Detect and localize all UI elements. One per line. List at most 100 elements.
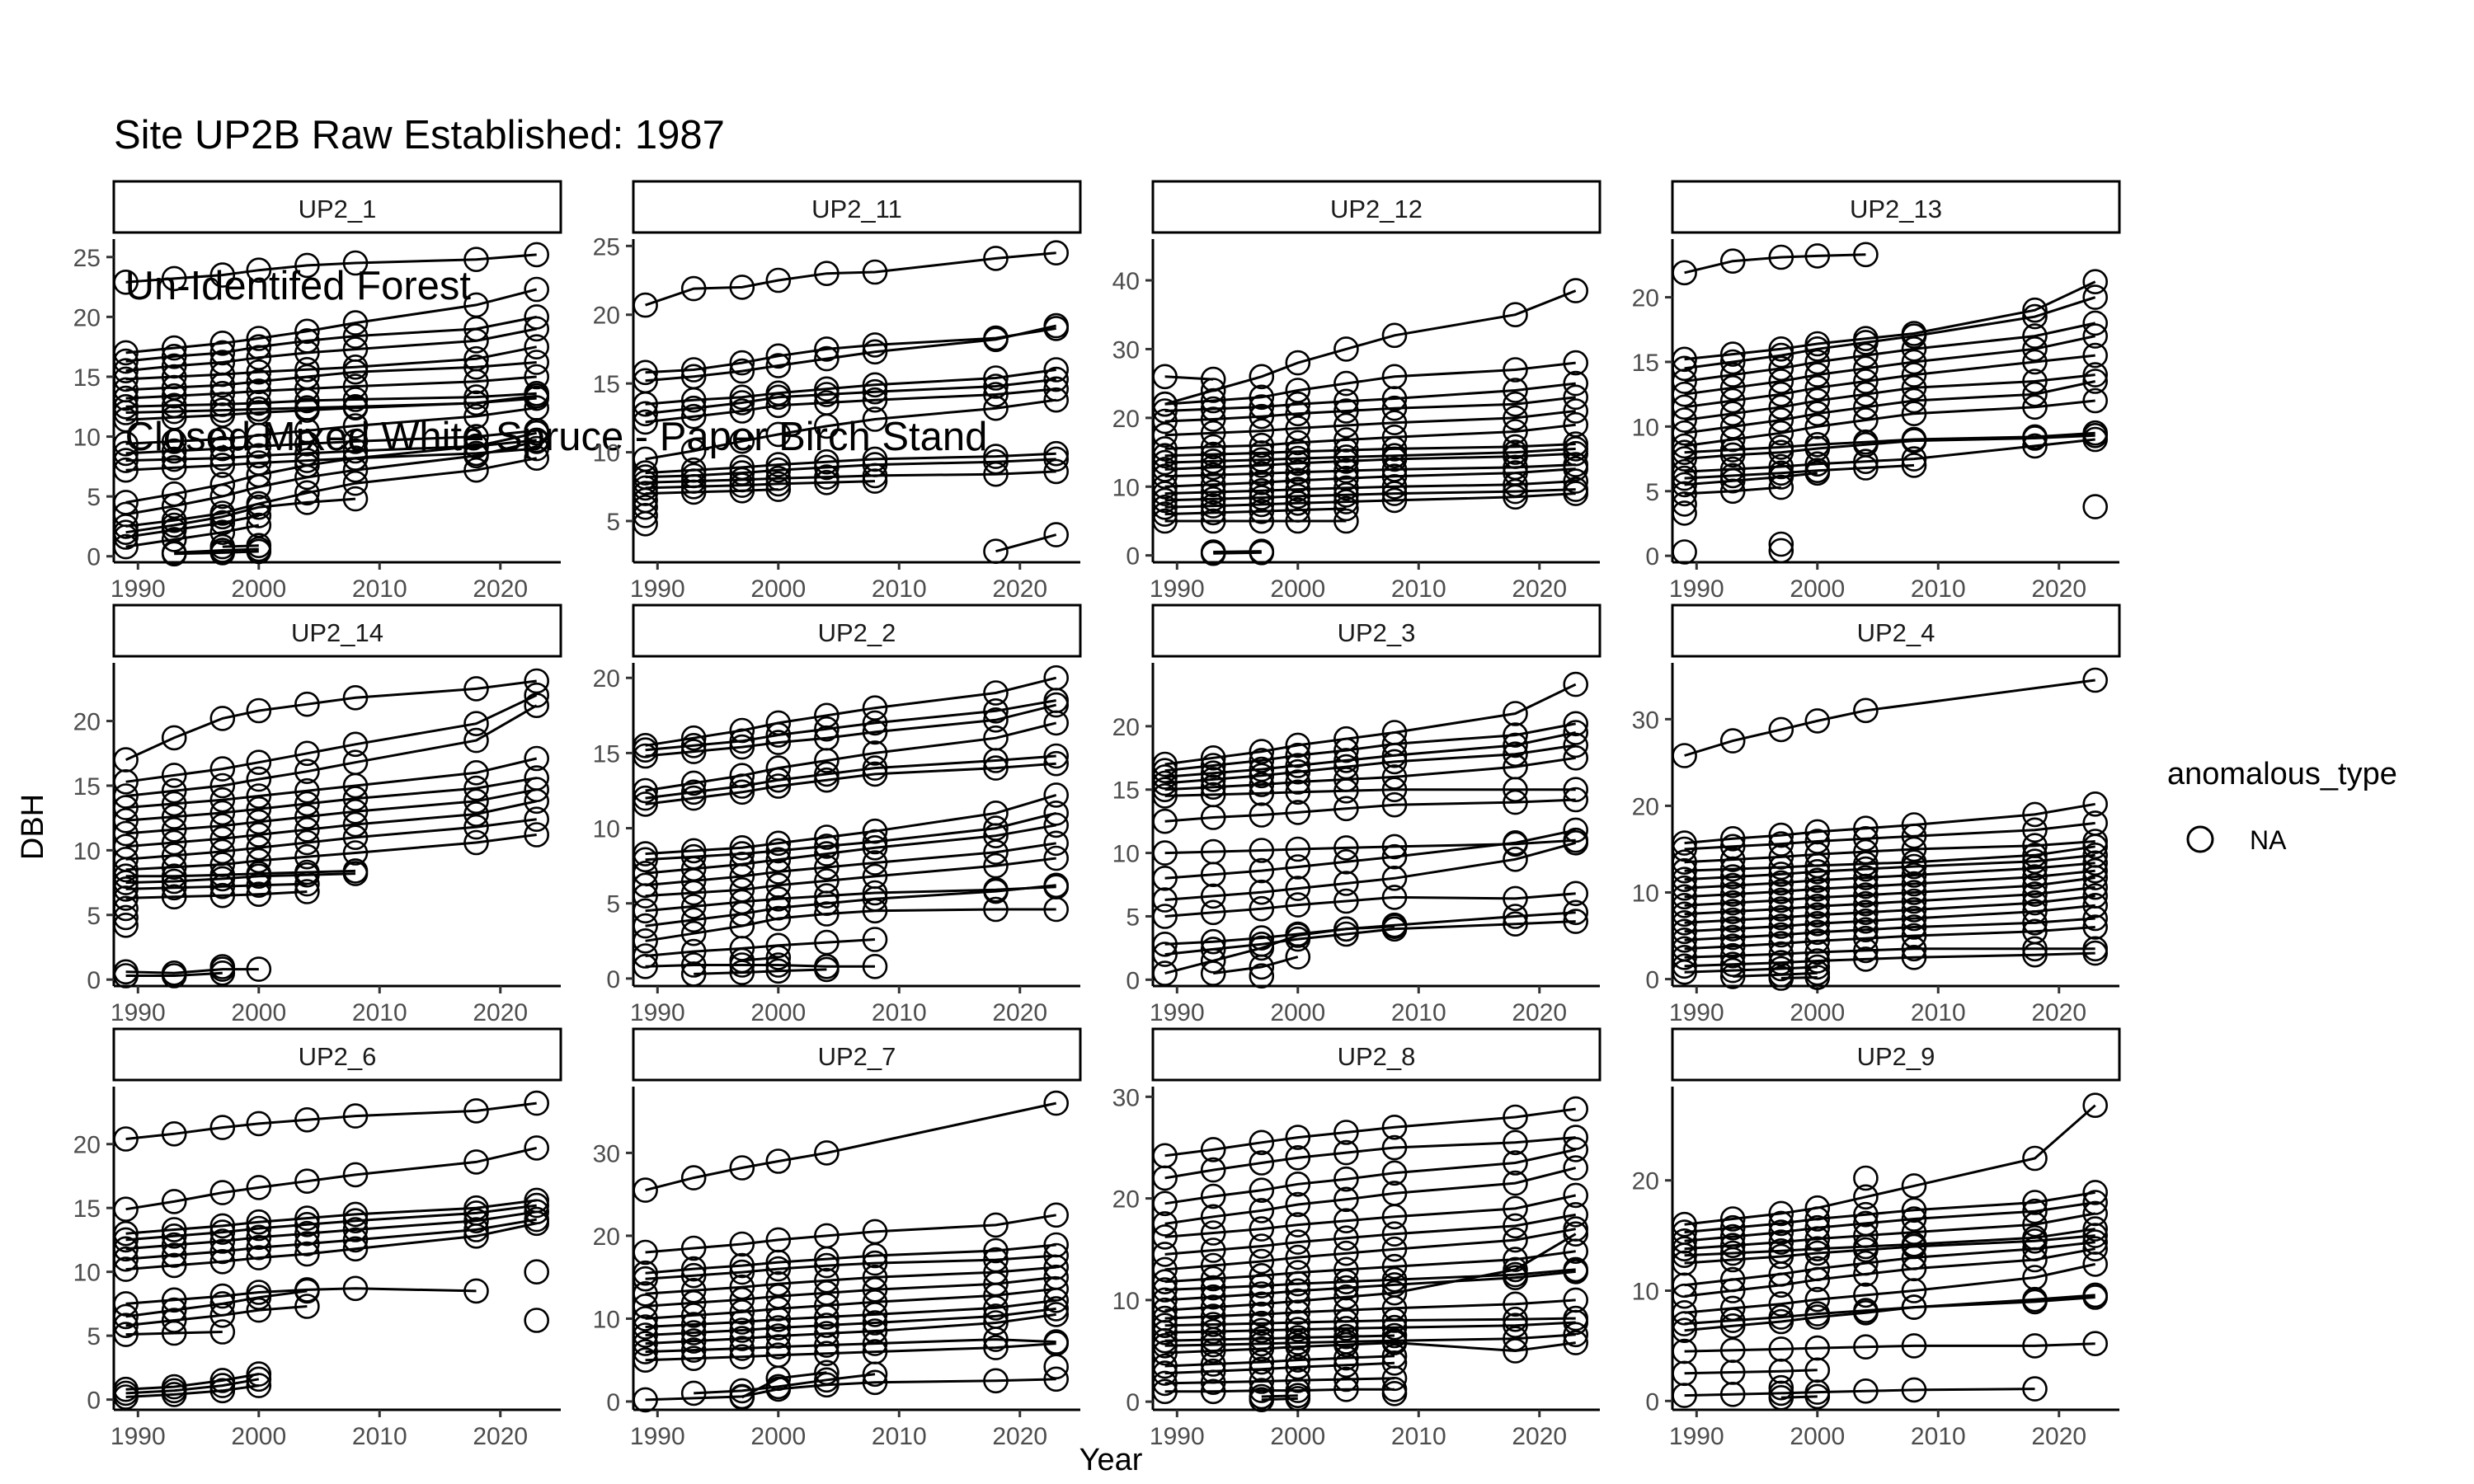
data-point	[294, 318, 320, 345]
data-point	[1768, 439, 1794, 466]
data-point	[113, 1256, 139, 1282]
x-tick-label: 2000	[1790, 999, 1845, 1026]
data-point	[1249, 453, 1275, 478]
x-tick-label: 1990	[1669, 1423, 1724, 1450]
data-point	[524, 276, 550, 303]
data-point	[1563, 350, 1588, 376]
data-point	[463, 390, 489, 416]
data-point	[2022, 297, 2048, 323]
series-line	[645, 793, 1057, 856]
data-point	[1672, 849, 1697, 875]
data-point	[209, 960, 236, 986]
title-line-1: Site UP2B Raw Established: 1987	[114, 113, 725, 157]
data-point	[814, 883, 840, 909]
data-point	[1333, 1366, 1359, 1392]
data-point	[983, 382, 1009, 407]
data-point	[1853, 917, 1879, 942]
data-point	[294, 871, 320, 897]
data-point	[463, 369, 489, 395]
data-point	[1333, 1240, 1359, 1266]
data-point	[463, 775, 489, 801]
data-point	[862, 740, 888, 766]
data-point	[983, 1295, 1009, 1321]
data-point	[1672, 355, 1697, 382]
data-point	[765, 1334, 792, 1360]
series-line	[125, 971, 223, 977]
x-axis-label: Year	[1079, 1443, 1143, 1477]
data-point	[294, 1231, 320, 1256]
data-point	[463, 1278, 489, 1304]
data-point	[463, 1217, 489, 1242]
data-point	[161, 1121, 187, 1147]
series-line	[1684, 1294, 2095, 1332]
data-point	[1563, 671, 1588, 697]
data-point	[1719, 341, 1746, 367]
data-point	[113, 400, 139, 425]
data-point	[161, 335, 187, 361]
data-point	[729, 779, 755, 805]
data-point	[862, 927, 888, 952]
x-tick-label: 2020	[2031, 999, 2086, 1026]
data-point	[246, 834, 272, 861]
data-point	[680, 473, 707, 500]
data-point	[1249, 384, 1275, 411]
data-point	[246, 257, 272, 284]
data-point	[765, 1249, 792, 1275]
data-point	[246, 872, 272, 898]
data-point	[463, 403, 489, 430]
data-point	[814, 345, 840, 372]
data-point	[633, 841, 658, 866]
data-point	[1672, 743, 1697, 768]
data-point	[1768, 369, 1794, 394]
data-point	[1381, 1280, 1408, 1306]
series-line	[645, 1214, 1056, 1254]
data-point	[1152, 436, 1178, 462]
y-tick-label: 0	[606, 966, 620, 993]
data-point	[729, 358, 755, 384]
data-point	[1333, 1225, 1359, 1251]
data-point	[209, 773, 236, 799]
data-point	[161, 265, 187, 292]
data-point	[161, 398, 187, 425]
data-point	[1563, 398, 1588, 424]
series-line	[1164, 1148, 1577, 1205]
data-point	[2022, 801, 2048, 828]
data-point	[1043, 1288, 1069, 1313]
data-point	[1285, 923, 1311, 948]
data-point	[1285, 1317, 1311, 1342]
data-point	[463, 759, 489, 786]
data-point	[765, 945, 792, 970]
data-point	[1043, 1302, 1069, 1327]
data-point	[161, 1252, 187, 1279]
series-line	[645, 1254, 1056, 1280]
data-point	[113, 1126, 139, 1152]
data-point	[1804, 460, 1831, 486]
series-line	[1684, 380, 2096, 434]
data-point	[1672, 830, 1697, 856]
data-point	[1285, 758, 1311, 785]
data-point	[1333, 412, 1359, 439]
series-line	[1684, 1369, 1818, 1375]
data-point	[342, 1227, 369, 1253]
data-point	[342, 387, 369, 412]
data-point	[246, 956, 272, 982]
data-point	[765, 1148, 792, 1174]
data-point	[2082, 850, 2108, 876]
data-point	[1804, 902, 1831, 928]
data-point	[729, 472, 755, 498]
data-point	[1672, 481, 1697, 507]
data-point	[463, 801, 489, 827]
data-point	[1285, 450, 1311, 477]
data-point	[1901, 1278, 1927, 1303]
series-line	[645, 964, 875, 968]
series-line	[645, 762, 1056, 805]
data-point	[1152, 364, 1178, 390]
data-point	[680, 1328, 707, 1354]
data-point	[1503, 357, 1528, 383]
data-point	[161, 454, 187, 481]
data-point	[2082, 310, 2108, 336]
legend-key-marker	[2186, 825, 2214, 853]
data-point	[2022, 872, 2048, 899]
data-point	[342, 250, 369, 276]
data-point	[1285, 430, 1311, 456]
